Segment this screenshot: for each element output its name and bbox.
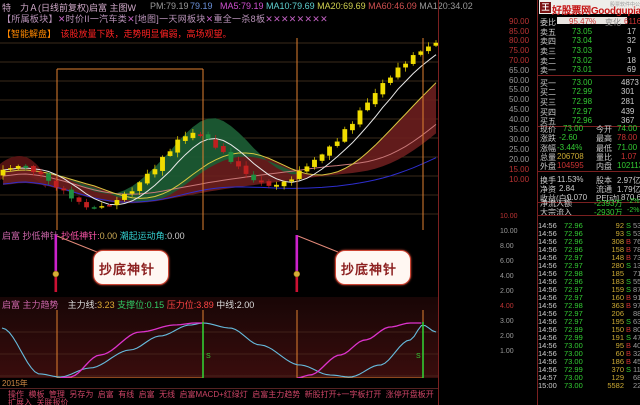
svg-text:S: S xyxy=(206,353,211,360)
svg-text:S: S xyxy=(416,353,421,360)
